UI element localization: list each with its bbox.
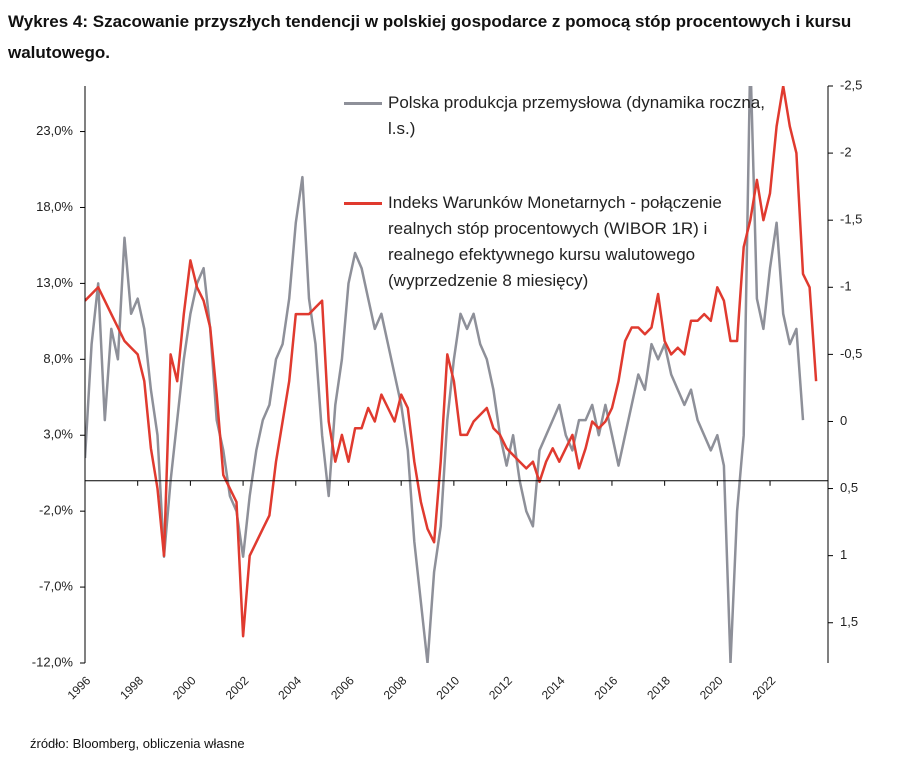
series-line bbox=[85, 86, 818, 638]
y2-tick-label: -1,5 bbox=[840, 212, 862, 227]
legend-swatch bbox=[344, 202, 382, 205]
y-tick-label: -7,0% bbox=[39, 579, 73, 594]
y2-tick-label: 0,5 bbox=[840, 480, 858, 495]
x-tick-label: 2008 bbox=[381, 673, 410, 702]
x-tick-label: 2020 bbox=[697, 673, 726, 702]
x-tick-label: 2012 bbox=[486, 673, 515, 702]
y2-tick-label: -2,5 bbox=[840, 77, 862, 92]
plot-area bbox=[85, 86, 818, 663]
series-line bbox=[85, 86, 805, 663]
x-tick-label: 2010 bbox=[433, 673, 462, 702]
y-tick-label: -12,0% bbox=[32, 654, 74, 669]
y-tick-label: 8,0% bbox=[43, 351, 73, 366]
y2-tick-label: 1 bbox=[840, 547, 847, 562]
x-tick-label: 2016 bbox=[592, 673, 621, 702]
legend-entry: Indeks Warunków Monetarnych - połączenie… bbox=[344, 190, 738, 294]
x-tick-label: 2022 bbox=[750, 673, 779, 702]
y2-tick-label: -0,5 bbox=[840, 346, 862, 361]
source-note: źródło: Bloomberg, obliczenia własne bbox=[30, 736, 245, 751]
y2-tick-label: 1,5 bbox=[840, 614, 858, 629]
x-tick-label: 1998 bbox=[117, 673, 146, 702]
y2-tick-label: 0 bbox=[840, 413, 847, 428]
y-tick-label: 3,0% bbox=[43, 427, 73, 442]
y2-tick-label: -1 bbox=[840, 279, 852, 294]
legend-swatch bbox=[344, 102, 382, 105]
x-tick-label: 2000 bbox=[170, 673, 199, 702]
x-tick-label: 2002 bbox=[223, 673, 252, 702]
y-tick-label: 13,0% bbox=[36, 275, 73, 290]
y-tick-label: 23,0% bbox=[36, 123, 73, 138]
legend-entry: Polska produkcja przemysłowa (dynamika r… bbox=[344, 90, 768, 142]
chart-title: Wykres 4: Szacowanie przyszłych tendencj… bbox=[8, 12, 852, 62]
y2-tick-label: -2 bbox=[840, 145, 852, 160]
x-tick-label: 1996 bbox=[65, 673, 94, 702]
x-tick-label: 2004 bbox=[275, 673, 304, 702]
x-tick-label: 2006 bbox=[328, 673, 357, 702]
y-tick-label: 18,0% bbox=[36, 199, 73, 214]
y-tick-label: -2,0% bbox=[39, 503, 73, 518]
x-tick-label: 2018 bbox=[644, 673, 673, 702]
legend-label: Polska produkcja przemysłowa (dynamika r… bbox=[388, 93, 765, 138]
legend-label: Indeks Warunków Monetarnych - połączenie… bbox=[388, 193, 722, 290]
x-tick-label: 2014 bbox=[539, 673, 568, 702]
